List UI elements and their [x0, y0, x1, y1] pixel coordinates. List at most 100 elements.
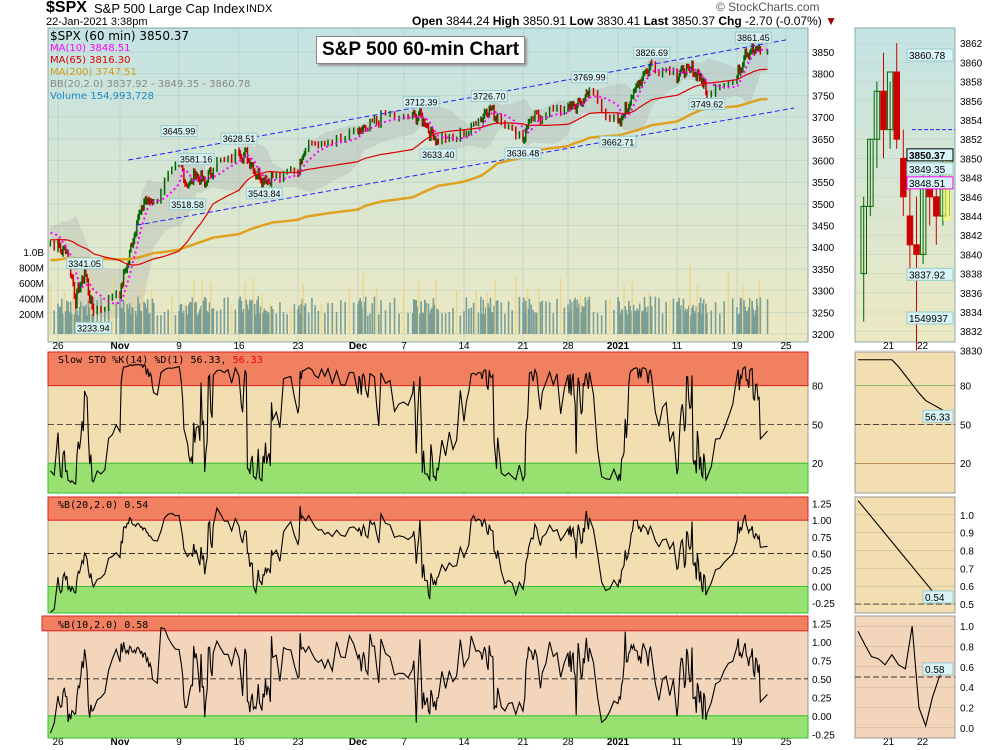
- volume-bar: [455, 289, 458, 334]
- volume-bar: [360, 301, 363, 334]
- volume-bar: [426, 308, 429, 334]
- low-value: 3830.41: [596, 14, 641, 28]
- volume-bar: [430, 309, 432, 334]
- volume-bar: [643, 296, 646, 334]
- annotation-box: [504, 147, 542, 160]
- legend-bb: BB(20,2.0) 3837.92 - 3849.35 - 3860.78: [50, 79, 251, 90]
- x-tick-label: 14: [458, 341, 470, 352]
- sto-legend: Slow STO %K(14) %D(1) 56.33, 56.33: [58, 355, 263, 366]
- volume-bar: [71, 313, 73, 334]
- volume-bar: [183, 310, 185, 334]
- volume-bar: [658, 297, 660, 334]
- volume-bar: [698, 303, 701, 334]
- x-tick-label-bottom: 25: [780, 737, 792, 748]
- volume-bar: [422, 312, 425, 334]
- volume-bar: [695, 306, 698, 334]
- volume-bar: [247, 309, 250, 334]
- volume-bar: [465, 297, 468, 334]
- price-tag-label: 3848.51: [909, 179, 946, 190]
- volume-bar: [79, 301, 82, 334]
- volume-bar: [124, 312, 126, 334]
- volume-bar: [415, 300, 418, 334]
- volume-bar: [766, 299, 769, 334]
- detail-indicator-tick: 1.0: [960, 511, 974, 522]
- volume-bar: [435, 278, 437, 334]
- volume-bar: [641, 311, 643, 334]
- volume-bar: [82, 305, 85, 334]
- volume-bar: [575, 307, 577, 334]
- indicator-tick-label: 0.50: [812, 549, 832, 560]
- volume-bar: [746, 311, 749, 334]
- annotation-box: [419, 148, 457, 161]
- volume-bar: [524, 311, 526, 334]
- volume-bar: [323, 313, 326, 334]
- volume-bar: [268, 312, 270, 334]
- volume-bar: [548, 302, 551, 334]
- detail-indicator-tick: 80: [960, 382, 972, 393]
- volume-bar: [524, 300, 527, 334]
- detail-candle: [867, 138, 874, 207]
- volume-bar: [361, 307, 364, 334]
- volume-bar: [719, 313, 721, 334]
- volume-bar: [577, 307, 580, 334]
- volume-bar: [167, 309, 169, 334]
- x-tick-label: 2021: [607, 341, 630, 352]
- volume-bar: [620, 309, 623, 334]
- volume-tag-label: 1549937: [909, 314, 948, 325]
- volume-bar: [389, 302, 391, 334]
- volume-bar: [638, 303, 641, 334]
- detail-indicator-tick: 0.6: [960, 663, 974, 674]
- volume-bar: [378, 314, 380, 334]
- volume-bar: [583, 306, 586, 334]
- pctb20-legend: %B(20,2.0) 0.54: [58, 500, 149, 511]
- detail-indicator-tick: 0.8: [960, 643, 974, 654]
- volume-bar: [63, 291, 66, 334]
- price-tag-label: 3860.78: [909, 51, 946, 62]
- volume-bar: [569, 299, 571, 334]
- open-label: Open: [412, 14, 443, 28]
- volume-bar: [314, 305, 316, 334]
- volume-bar: [363, 301, 366, 334]
- volume-bar: [448, 312, 451, 334]
- volume-bar: [271, 308, 274, 334]
- detail-candle: [933, 196, 940, 217]
- volume-bar: [428, 313, 431, 334]
- volume-bar: [617, 297, 619, 334]
- y-tick-label: 3250: [812, 308, 835, 319]
- volume-bar: [256, 300, 258, 334]
- volume-bar: [613, 309, 615, 334]
- volume-bar: [541, 300, 544, 334]
- volume-bar: [301, 299, 304, 334]
- volume-bar: [619, 313, 622, 334]
- volume-bar: [359, 297, 361, 334]
- volume-bar: [581, 306, 584, 334]
- detail-y-tick-label: 3844: [960, 212, 983, 223]
- volume-bar: [571, 301, 573, 334]
- volume-bar: [88, 307, 91, 334]
- annotation-label: 3645.99: [163, 127, 196, 137]
- volume-bar: [634, 311, 636, 334]
- volume-bar: [596, 313, 599, 334]
- volume-bar: [59, 306, 62, 334]
- overbought-band: [47, 496, 809, 521]
- volume-bar: [133, 295, 136, 334]
- volume-bar: [90, 275, 92, 334]
- y-tick-label: 3600: [812, 156, 835, 167]
- volume-bar: [492, 311, 494, 334]
- volume-bar: [111, 276, 114, 334]
- volume-bar: [427, 303, 430, 334]
- detail-candle: [886, 71, 894, 131]
- volume-bar: [487, 303, 489, 334]
- overbought-band: [41, 615, 809, 632]
- volume-bar: [134, 310, 137, 334]
- volume-bar: [375, 287, 378, 334]
- y-tick-label: 3750: [812, 91, 835, 102]
- annotation-box: [599, 135, 637, 148]
- indicator-line: [49, 627, 768, 734]
- volume-bar: [539, 301, 542, 334]
- trendline: [136, 107, 795, 226]
- volume-bar: [580, 312, 583, 334]
- volume-bar: [358, 300, 360, 334]
- y-tick-label: 3700: [812, 113, 835, 124]
- volume-bar: [251, 299, 254, 334]
